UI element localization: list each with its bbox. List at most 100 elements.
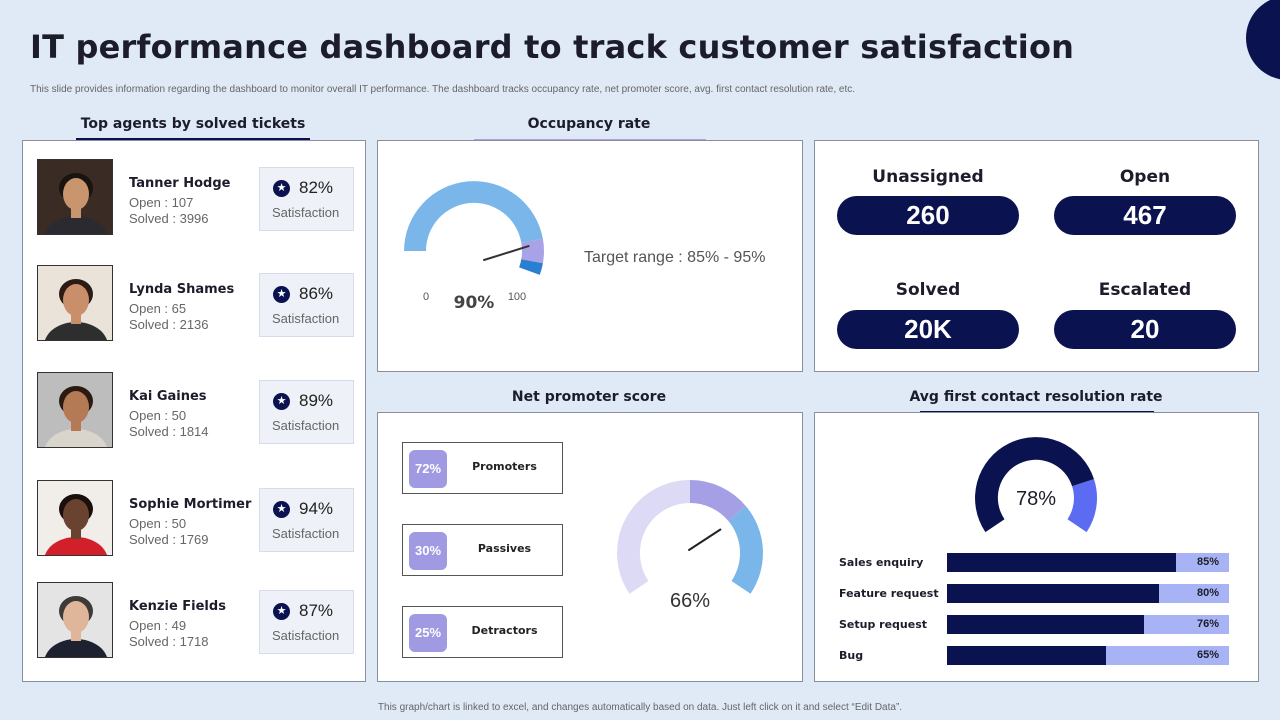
agent-name: Sophie Mortimer xyxy=(129,497,252,512)
fcr-panel: 78% Sales enquiry 85% Feature request 80% Se… xyxy=(814,412,1259,682)
satisfaction-label: Satisfaction xyxy=(272,526,340,541)
satisfaction-percent: 89% xyxy=(299,391,334,410)
agent-open-count: Open : 50 xyxy=(129,516,187,531)
occupancy-gauge-end-segment xyxy=(519,259,543,275)
fcr-bar-value: 80% xyxy=(1196,587,1219,599)
fcr-title: Avg first contact resolution rate xyxy=(909,389,1163,405)
nps-item-percent: 25% xyxy=(409,614,447,652)
agent-solved-count: Solved : 1769 xyxy=(129,532,209,547)
fcr-gauge-main-segment xyxy=(975,437,1094,533)
ticket-stats-panel: Unassigned 260 Open 467 Solved 20K Escal… xyxy=(814,140,1259,372)
nps-gauge: 66% xyxy=(617,480,763,612)
agent-card: Lynda Shames Open : 65 Solved : 2136 ★ 86% Sa… xyxy=(37,265,355,343)
open-value: 467 xyxy=(1054,196,1236,235)
fcr-bar-track: 85% xyxy=(947,553,1229,572)
nps-gauge-background-segment xyxy=(617,480,690,594)
nps-title: Net promoter score xyxy=(511,389,667,405)
solved-value: 20K xyxy=(837,310,1019,349)
nps-item: 30% Passives xyxy=(402,524,563,576)
satisfaction-percent: 87% xyxy=(299,601,334,620)
avatar xyxy=(37,265,113,341)
agents-title: Top agents by solved tickets xyxy=(80,116,306,132)
avatar-image xyxy=(45,279,107,340)
open-label: Open xyxy=(1119,167,1171,187)
occupancy-panel: 0 100 90% Target range : 85% - 95% xyxy=(377,140,803,372)
satisfaction-percent: 82% xyxy=(299,178,334,197)
fcr-bar-value: 76% xyxy=(1196,618,1219,630)
agents-panel: Tanner Hodge Open : 107 Solved : 3996 ★ 82% S… xyxy=(22,140,366,682)
agents-title-underline xyxy=(76,138,310,140)
star-icon: ★ xyxy=(273,603,290,620)
satisfaction-label: Satisfaction xyxy=(272,628,340,643)
nps-item-label: Passives xyxy=(477,542,532,555)
fcr-bar-label: Sales enquiry xyxy=(839,556,924,569)
fcr-bar-track: 65% xyxy=(947,646,1229,665)
agent-open-count: Open : 50 xyxy=(129,408,187,423)
agent-open-count: Open : 49 xyxy=(129,618,187,633)
fcr-bar-label: Bug xyxy=(839,649,864,662)
nps-item-percent: 72% xyxy=(409,450,447,488)
fcr-bar-fill xyxy=(947,646,1106,665)
star-icon: ★ xyxy=(273,393,290,410)
nps-gauge-purple-segment xyxy=(690,480,746,521)
satisfaction-percent: 86% xyxy=(299,284,334,303)
satisfaction-box: ★ 82% Satisfaction xyxy=(259,167,354,231)
fcr-value: 78% xyxy=(1016,488,1056,510)
fcr-bar-track: 80% xyxy=(947,584,1229,603)
agent-open-count: Open : 65 xyxy=(129,301,187,316)
nps-panel: 72% Promoters 30% Passives 25% Detractors 66% xyxy=(377,412,803,682)
avatar-image xyxy=(45,386,107,447)
occupancy-gauge-target-segment xyxy=(521,238,544,264)
avatar-image xyxy=(45,173,107,234)
star-icon: ★ xyxy=(273,180,290,197)
page-title: IT performance dashboard to track custom… xyxy=(30,28,1075,66)
occupancy-gauge: 0 100 90% Target range : 85% - 95% xyxy=(404,181,765,313)
solved-label: Solved xyxy=(895,280,961,300)
fcr-bar-track: 76% xyxy=(947,615,1229,634)
fcr-bar-value: 65% xyxy=(1196,649,1219,661)
satisfaction-box: ★ 86% Satisfaction xyxy=(259,273,354,337)
avatar xyxy=(37,480,113,556)
occupancy-title: Occupancy rate xyxy=(527,116,651,132)
avatar-image xyxy=(45,494,107,555)
corner-decoration xyxy=(1246,0,1280,80)
nps-item-percent: 30% xyxy=(409,532,447,570)
satisfaction-percent: 94% xyxy=(299,499,334,518)
fcr-gauge-end-segment xyxy=(1067,479,1098,533)
agent-open-count: Open : 107 xyxy=(129,195,194,210)
avatar xyxy=(37,372,113,448)
avatar xyxy=(37,159,113,235)
satisfaction-label: Satisfaction xyxy=(272,418,340,433)
agent-solved-count: Solved : 3996 xyxy=(129,211,209,226)
footer-note: This graph/chart is linked to excel, and… xyxy=(377,702,903,713)
page-subtitle: This slide provides information regardin… xyxy=(30,84,856,95)
occupancy-gauge-needle xyxy=(483,245,530,261)
fcr-bar-label: Setup request xyxy=(839,618,928,631)
nps-item: 25% Detractors xyxy=(402,606,563,658)
agent-card: Kai Gaines Open : 50 Solved : 1814 ★ 89% Sati… xyxy=(37,372,355,450)
satisfaction-box: ★ 94% Satisfaction xyxy=(259,488,354,552)
agent-name: Tanner Hodge xyxy=(129,176,231,191)
star-icon: ★ xyxy=(273,286,290,303)
nps-gauge-blue-segment xyxy=(728,506,763,594)
agent-card: Kenzie Fields Open : 49 Solved : 1718 ★ 87% S… xyxy=(37,582,355,660)
avatar-image xyxy=(45,596,107,657)
fcr-bar-value: 85% xyxy=(1196,556,1219,568)
fcr-gauge: 78% xyxy=(975,437,1098,533)
agent-name: Kenzie Fields xyxy=(129,599,226,614)
satisfaction-label: Satisfaction xyxy=(272,205,340,220)
nps-item-label: Promoters xyxy=(472,460,537,473)
satisfaction-box: ★ 87% Satisfaction xyxy=(259,590,354,654)
agent-card: Tanner Hodge Open : 107 Solved : 3996 ★ 82% S… xyxy=(37,159,355,237)
fcr-bar-fill xyxy=(947,615,1145,634)
unassigned-value: 260 xyxy=(837,196,1019,235)
nps-score-value: 66% xyxy=(670,590,710,612)
nps-item: 72% Promoters xyxy=(402,442,563,494)
escalated-label: Escalated xyxy=(1098,280,1192,300)
fcr-bar-label: Feature request xyxy=(839,587,939,600)
agent-solved-count: Solved : 1814 xyxy=(129,424,209,439)
unassigned-label: Unassigned xyxy=(872,167,984,187)
agent-card: Sophie Mortimer Open : 50 Solved : 1769 ★ 94… xyxy=(37,480,355,558)
agent-name: Lynda Shames xyxy=(129,282,235,297)
fcr-bar-fill xyxy=(947,553,1177,572)
